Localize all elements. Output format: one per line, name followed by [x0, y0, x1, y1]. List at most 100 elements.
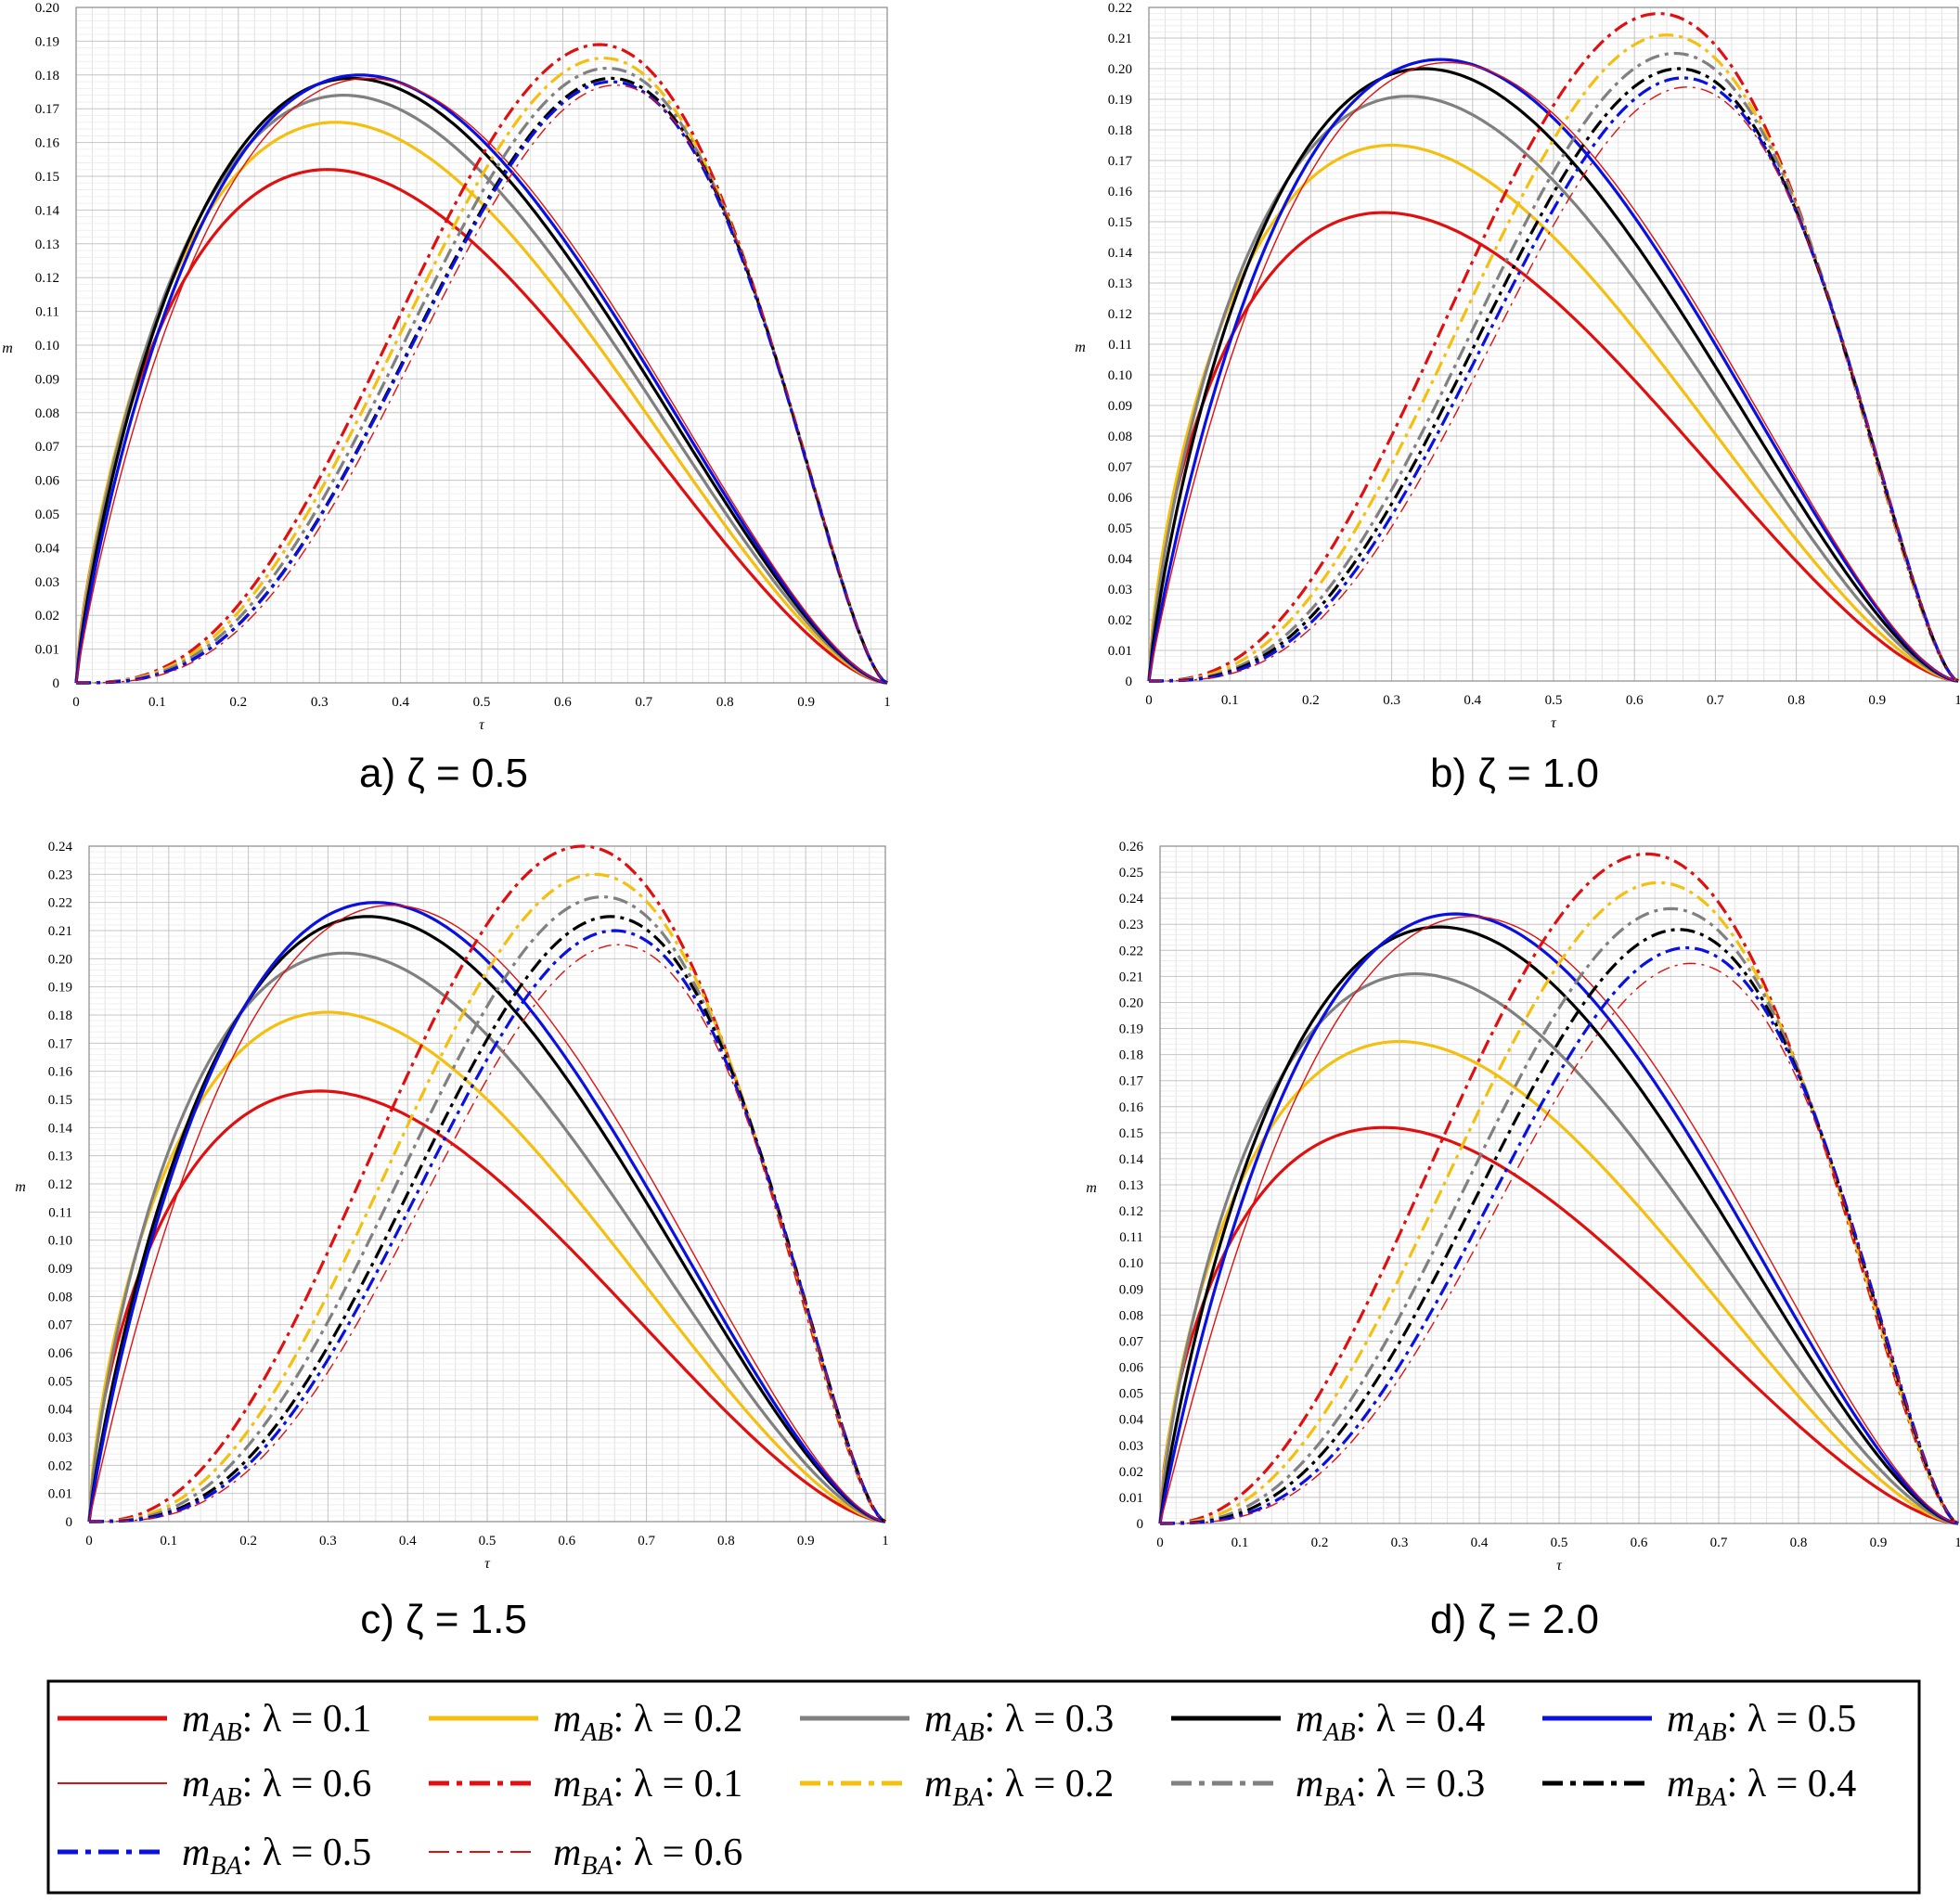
series-group: [74, 43, 888, 685]
y-tick-label: 0.05: [35, 508, 59, 522]
x-tick-label: 0.4: [1471, 1536, 1489, 1550]
y-tick-label: 0.10: [35, 339, 59, 353]
legend-label-subscript: AB: [208, 1783, 241, 1812]
series-line-mab-0-4: [1158, 925, 1959, 1525]
y-tick-label: 0.17: [1119, 1074, 1144, 1089]
series-line-mab-0-6: [88, 905, 886, 1523]
legend-item: mBA: λ = 0.1: [429, 1763, 742, 1812]
y-tick-label: 0.06: [1119, 1361, 1144, 1376]
y-tick-label: 0.02: [1119, 1465, 1143, 1480]
x-axis-label: τ: [484, 1556, 491, 1572]
y-tick-label: 0.19: [1119, 1022, 1143, 1037]
legend-label-m: m: [182, 1831, 210, 1874]
y-tick-label: 0.15: [1108, 215, 1132, 230]
legend-label-m: m: [1667, 1698, 1695, 1741]
x-tick-label: 0.4: [399, 1534, 417, 1549]
legend-label-m: m: [924, 1698, 952, 1741]
legend-label: mAB: λ = 0.4: [1296, 1698, 1485, 1747]
y-tick-label: 0.05: [1108, 521, 1132, 536]
y-tick-label: 0.11: [1108, 338, 1132, 353]
y-tick-label: 0.03: [35, 575, 59, 590]
legend-item: mBA: λ = 0.3: [1171, 1763, 1485, 1812]
y-tick-label: 0.18: [48, 1009, 72, 1023]
caption-d: d) ζ = 2.0: [1430, 1597, 1599, 1642]
y-tick-label: 0.13: [1119, 1178, 1143, 1193]
series-line-mba-0-5: [1160, 945, 1959, 1525]
y-tick-label: 0: [53, 676, 60, 691]
y-tick-label: 0: [1137, 1517, 1144, 1532]
y-tick-label: 0.03: [1108, 583, 1132, 598]
series-group: [1158, 852, 1959, 1525]
legend-label-m: m: [182, 1698, 210, 1741]
series-line-mab-0-4: [1147, 67, 1959, 683]
y-tick-label: 0.07: [48, 1318, 73, 1333]
x-tick-label: 0.7: [635, 695, 652, 710]
panel-a: 0 0.1 0.2 0.3 0.4 0.5 0.6 0.7 0.8 0.9 1 0 0.01 0.02 0.…: [2, 1, 891, 733]
legend-label-value: : λ = 0.5: [242, 1831, 372, 1874]
y-tick-label: 0.24: [48, 840, 73, 855]
x-tick-label: 0.8: [1790, 1536, 1808, 1550]
x-tick-label: 0.8: [717, 1534, 735, 1549]
y-tick-label: 0.17: [35, 102, 60, 117]
series-line-mab-0-2: [1158, 1040, 1959, 1525]
x-tick-label: 0.6: [558, 1534, 575, 1549]
y-axis-label: m: [2, 341, 13, 356]
y-tick-label: 0.02: [48, 1459, 72, 1473]
y-tick-label: 0.19: [35, 34, 59, 49]
y-tick-label: 0.08: [35, 406, 59, 421]
series-line-mab-0-5: [87, 901, 886, 1523]
y-tick-label: 0.20: [48, 952, 72, 967]
y-tick-label: 0.21: [48, 924, 72, 939]
x-tick-label: 0.5: [1551, 1536, 1568, 1550]
y-tick-label: 0.19: [48, 981, 72, 996]
series-line-mab-0-5: [74, 73, 888, 685]
y-tick-label: 0.08: [48, 1290, 72, 1304]
legend-label-subscript: AB: [950, 1718, 984, 1747]
x-tick-label: 0.1: [160, 1534, 177, 1549]
x-tick-label: 0.4: [392, 695, 409, 710]
legend-item: mBA: λ = 0.6: [429, 1831, 742, 1881]
y-tick-label: 0.09: [48, 1262, 72, 1277]
series-line-mba-0-2: [89, 872, 886, 1523]
x-tick-label: 0.8: [1787, 693, 1805, 708]
series-group: [1147, 12, 1959, 683]
y-tick-label: 0.06: [48, 1346, 73, 1361]
legend-item: mAB: λ = 0.1: [58, 1698, 371, 1747]
x-axis-label: τ: [1551, 715, 1557, 731]
legend-label-value: : λ = 0.6: [242, 1763, 372, 1806]
series-line-mba-0-3: [1149, 51, 1959, 683]
y-tick-label: 0.16: [35, 136, 60, 151]
series-line-mba-0-6: [89, 944, 886, 1523]
y-tick-label: 0.22: [1119, 944, 1143, 958]
series-line-mba-0-6: [1149, 86, 1959, 682]
series-line-mab-0-2: [87, 1010, 886, 1523]
legend-label: mAB: λ = 0.6: [182, 1763, 371, 1812]
y-tick-label: 0.21: [1119, 970, 1143, 984]
legend-item: mBA: λ = 0.4: [1542, 1763, 1856, 1812]
series-line-mab-0-1: [1158, 1125, 1959, 1525]
series-line-mba-0-6: [1160, 962, 1959, 1524]
legend-label: mBA: λ = 0.3: [1296, 1763, 1485, 1812]
y-tick-label: 0.13: [35, 238, 59, 252]
legend-label-subscript: BA: [1695, 1783, 1727, 1812]
y-tick-label: 0.15: [48, 1093, 72, 1108]
legend-label-value: : λ = 0.2: [985, 1763, 1115, 1806]
y-tick-label: 0.17: [48, 1036, 73, 1051]
legend: mAB: λ = 0.1 mAB: λ = 0.2 mAB: λ = 0.3 mAB:…: [46, 1679, 1921, 1895]
x-tick-label: 0.4: [1464, 693, 1481, 708]
y-tick-label: 0.12: [35, 271, 59, 286]
y-tick-label: 0.20: [1119, 996, 1143, 1010]
y-axis-label: m: [15, 1179, 26, 1195]
y-tick-label: 0.19: [1108, 93, 1132, 108]
legend-label-m: m: [1667, 1763, 1695, 1806]
y-tick-label: 0.01: [48, 1487, 72, 1502]
caption-c: c) ζ = 1.5: [360, 1597, 527, 1642]
y-tick-label: 0.08: [1108, 430, 1132, 444]
series-line-mab-0-6: [1148, 61, 1959, 682]
y-tick-label: 0.14: [48, 1121, 73, 1136]
y-tick-label: 0.18: [1119, 1048, 1143, 1063]
legend-label: mBA: λ = 0.2: [924, 1763, 1114, 1812]
y-tick-label: 0.14: [35, 203, 60, 218]
y-tick-label: 0.04: [48, 1403, 73, 1418]
x-tick-label: 1: [883, 695, 891, 710]
